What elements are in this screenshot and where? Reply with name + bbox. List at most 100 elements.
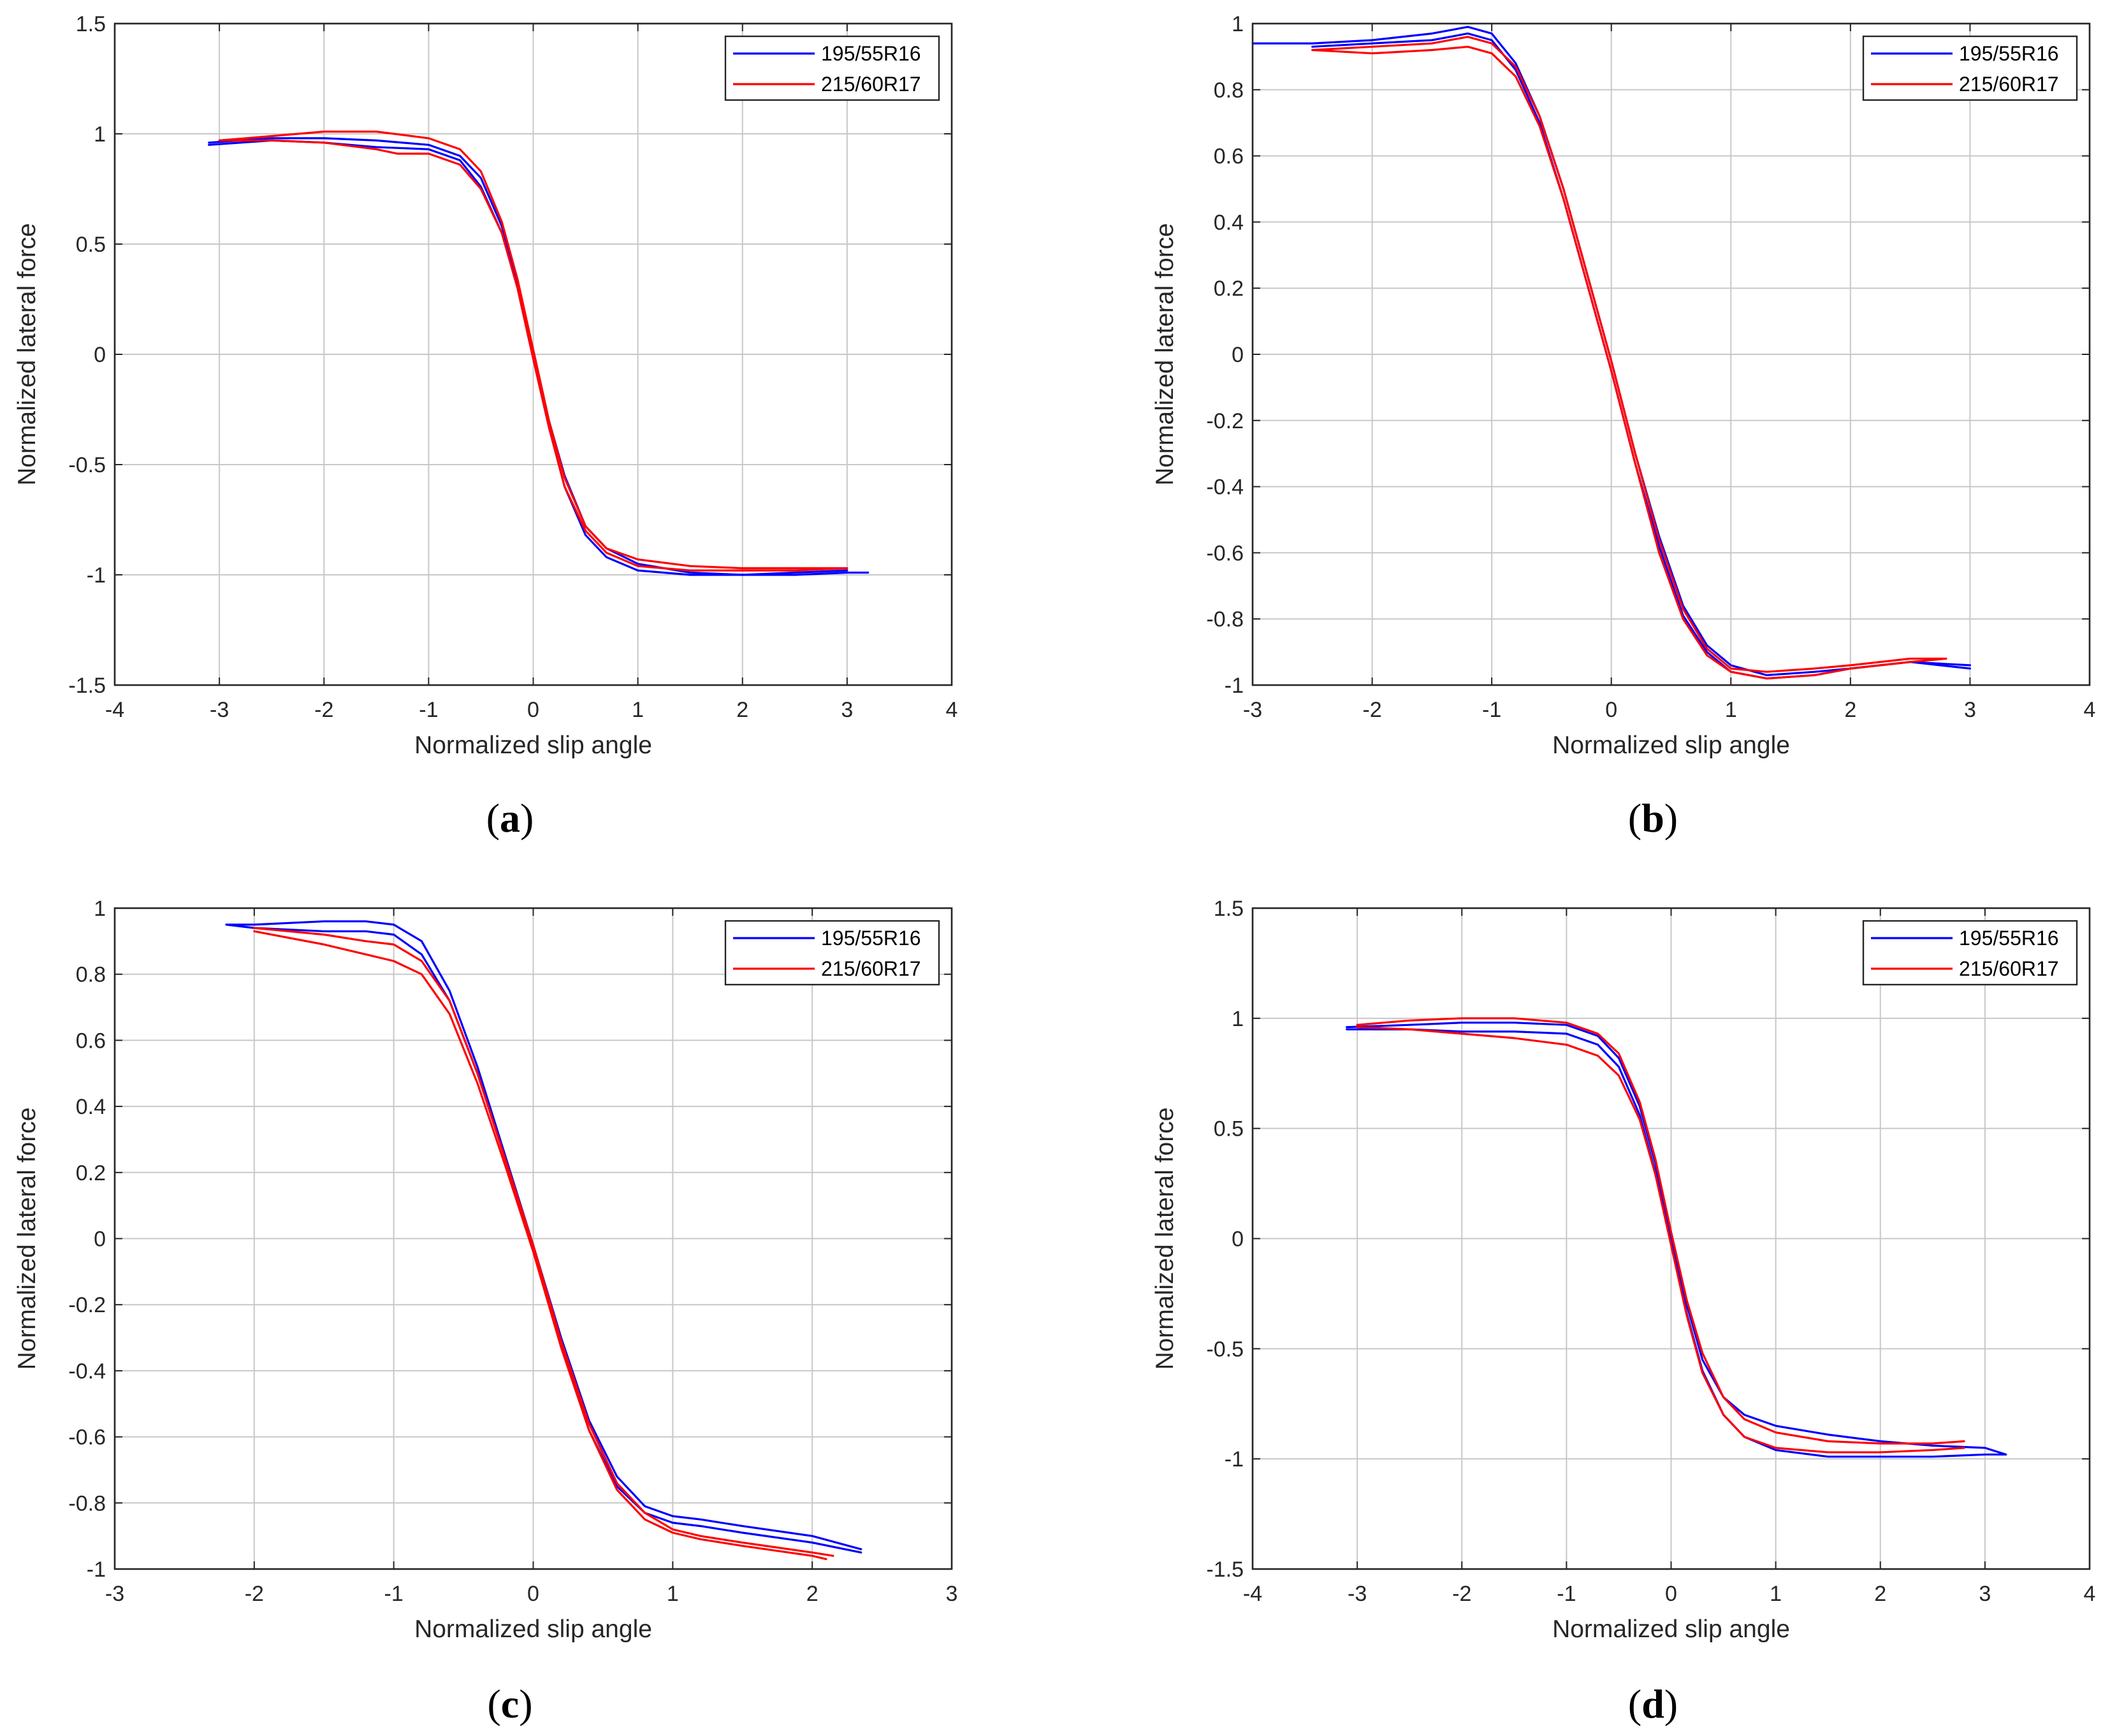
x-tick-label: 2 [1844, 698, 1856, 722]
panel-c: -3 -2 -1 0 1 2 3 -1 -0.8 -0.6 -0.4 -0.2 0 0.2 0.4 0.6 0.… [13, 897, 957, 1726]
x-tick-label: 0 [527, 698, 539, 722]
x-tick-label: -1 [384, 1582, 404, 1606]
y-axis-label: Normalized lateral force [13, 1108, 41, 1370]
x-tick-label: -1 [1482, 698, 1501, 722]
x-tick-label: -3 [1243, 698, 1262, 722]
legend: 195/55R16 215/60R17 [724, 35, 940, 101]
x-tick-label: 4 [2084, 698, 2096, 722]
x-tick-label: 4 [2084, 1582, 2096, 1606]
y-tick-label: -0.4 [68, 1359, 106, 1384]
x-tick-label: 0 [1605, 698, 1617, 722]
x-tick-label: -1 [419, 698, 438, 722]
y-axis-label: Normalized lateral force [1151, 1108, 1179, 1370]
panel-a: -4 -3 -2 -1 0 1 2 3 4 -1.5 -1 -0.5 0 0.5 1 1.5 Normalize… [13, 12, 957, 841]
y-tick-label: 0 [94, 343, 106, 367]
panel-caption: (d) [1628, 1681, 1678, 1726]
legend-label: 215/60R17 [1959, 957, 2059, 980]
panel-caption: (c) [487, 1681, 532, 1726]
y-tick-label: 0.4 [76, 1095, 106, 1119]
x-tick-label: -2 [1362, 698, 1381, 722]
series-line-red-1 [253, 930, 827, 1560]
x-tick-label: 2 [736, 698, 748, 722]
y-tick-label: -1 [1225, 1447, 1244, 1472]
x-tick-label: 1 [667, 1582, 679, 1606]
y-tick-label: -1 [87, 1558, 106, 1582]
x-axis-label: Normalized slip angle [1552, 1616, 1790, 1643]
y-tick-label: -0.5 [68, 453, 106, 477]
x-tick-label: 1 [1770, 1582, 1782, 1606]
x-tick-label: -2 [245, 1582, 264, 1606]
legend-label: 195/55R16 [821, 927, 921, 950]
x-tick-label: 1 [1725, 698, 1737, 722]
y-tick-label: 0.8 [1214, 78, 1244, 103]
legend-label: 215/60R17 [1959, 73, 2059, 96]
panel-d: -4 -3 -2 -1 0 1 2 3 4 -1.5 -1 -0.5 0 0.5 1 1.5 Normalize… [1151, 897, 2095, 1726]
y-tick-label: -0.6 [68, 1426, 106, 1450]
legend-label: 195/55R16 [1959, 42, 2059, 65]
series-line-red-0 [218, 130, 848, 570]
y-tick-label: 0.6 [1214, 145, 1244, 169]
x-tick-label: 4 [946, 698, 958, 722]
x-tick-label: 3 [1979, 1582, 1991, 1606]
y-tick-label: 0.2 [1214, 277, 1244, 301]
series-line-red-0 [1356, 1017, 1965, 1445]
x-tick-label: -2 [1452, 1582, 1471, 1606]
y-tick-label: 0.5 [1214, 1117, 1244, 1141]
x-tick-label: -4 [105, 698, 124, 722]
y-tick-label: 0.5 [76, 233, 106, 257]
series-line-red-1 [218, 139, 848, 572]
legend-box [724, 35, 940, 101]
y-tick-label: 1 [94, 897, 106, 921]
x-tick-label: -2 [314, 698, 333, 722]
y-tick-label: 0 [1232, 1227, 1244, 1252]
x-tick-label: -1 [1557, 1582, 1576, 1606]
x-tick-label: -4 [1243, 1582, 1262, 1606]
panel-b: -3 -2 -1 0 1 2 3 4 -1 -0.8 -0.6 -0.4 -0.2 0 0.2 0.4 0.6 0… [1151, 12, 2095, 841]
x-tick-label: 3 [946, 1582, 958, 1606]
y-axis-label: Normalized lateral force [13, 223, 41, 486]
x-axis-label: Normalized slip angle [414, 1616, 652, 1643]
panel-caption-letter: a [500, 795, 520, 841]
panel-caption-letter: d [1641, 1681, 1664, 1726]
legend-box [1862, 920, 2078, 986]
y-axis-label: Normalized lateral force [1151, 223, 1179, 486]
x-tick-label: 1 [632, 698, 644, 722]
series-line-red-0 [253, 927, 834, 1557]
y-tick-label: 0.2 [76, 1161, 106, 1185]
panel-caption-letter: b [1641, 795, 1664, 841]
x-tick-label: 3 [1964, 698, 1976, 722]
y-tick-label: 1 [94, 122, 106, 147]
legend: 195/55R16 215/60R17 [1862, 920, 2078, 986]
legend: 195/55R16 215/60R17 [724, 920, 940, 986]
legend-label: 195/55R16 [1959, 927, 2059, 950]
legend: 195/55R16 215/60R17 [1862, 35, 2078, 101]
panel-caption: (b) [1628, 795, 1678, 841]
series-line-red-0 [1311, 36, 1947, 673]
x-tick-label: 0 [1665, 1582, 1677, 1606]
x-axis-label: Normalized slip angle [414, 732, 652, 759]
y-tick-label: -1.5 [68, 674, 106, 698]
y-tick-label: -0.8 [1206, 607, 1244, 632]
y-tick-label: -1 [1225, 674, 1244, 698]
legend-label: 215/60R17 [821, 957, 921, 980]
x-axis-label: Normalized slip angle [1552, 732, 1790, 759]
x-tick-label: -3 [1348, 1582, 1367, 1606]
y-tick-label: 1 [1232, 12, 1244, 36]
series-line-red-1 [1311, 45, 1947, 680]
x-tick-label: -3 [105, 1582, 124, 1606]
panel-caption-letter: c [501, 1681, 519, 1726]
x-tick-label: 0 [527, 1582, 539, 1606]
y-tick-label: -0.4 [1206, 475, 1244, 500]
y-tick-label: -1 [87, 563, 106, 588]
y-tick-label: 1.5 [1214, 897, 1244, 921]
y-tick-label: 0 [1232, 343, 1244, 367]
x-tick-label: 2 [1874, 1582, 1886, 1606]
x-tick-label: -3 [210, 698, 229, 722]
legend-box [1862, 35, 2078, 101]
y-tick-label: -0.6 [1206, 541, 1244, 565]
y-tick-label: -0.2 [1206, 409, 1244, 433]
y-tick-label: 1.5 [76, 12, 106, 36]
y-tick-label: -0.2 [68, 1293, 106, 1317]
x-tick-label: 3 [841, 698, 853, 722]
